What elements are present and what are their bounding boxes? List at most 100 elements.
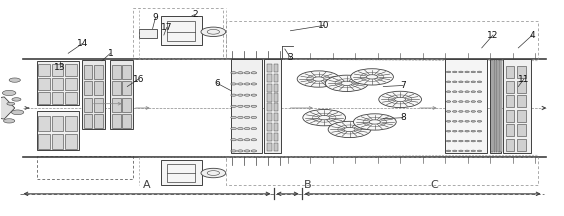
Bar [274, 93, 278, 102]
Bar [161, 16, 201, 45]
Bar [112, 98, 121, 112]
Circle shape [465, 130, 469, 132]
Circle shape [446, 140, 451, 142]
Circle shape [452, 111, 457, 112]
Bar [111, 60, 133, 129]
Circle shape [231, 150, 236, 152]
FancyArrowPatch shape [94, 102, 121, 105]
Bar [65, 116, 77, 131]
Circle shape [465, 101, 469, 102]
Bar [506, 81, 514, 92]
Circle shape [446, 111, 451, 112]
Text: 4: 4 [530, 30, 535, 40]
Bar [122, 81, 131, 95]
Bar [498, 60, 500, 152]
Circle shape [477, 140, 482, 142]
Circle shape [459, 101, 463, 102]
Circle shape [251, 116, 257, 119]
Circle shape [459, 130, 463, 132]
Text: 2: 2 [192, 10, 197, 19]
Bar [274, 64, 278, 72]
Text: C: C [430, 180, 438, 190]
Circle shape [446, 121, 451, 122]
Bar [226, 157, 538, 185]
Circle shape [477, 111, 482, 112]
Bar [517, 95, 526, 107]
Circle shape [477, 130, 482, 132]
Circle shape [244, 127, 250, 130]
Circle shape [465, 140, 469, 142]
Circle shape [459, 111, 463, 112]
Circle shape [471, 121, 475, 122]
Bar [65, 134, 77, 149]
Circle shape [354, 114, 396, 130]
Circle shape [9, 78, 20, 82]
Circle shape [452, 140, 457, 142]
Bar [133, 8, 223, 59]
Circle shape [244, 94, 250, 96]
Circle shape [471, 140, 475, 142]
Bar [274, 143, 278, 151]
Circle shape [325, 75, 368, 91]
Circle shape [251, 72, 257, 74]
Circle shape [452, 101, 457, 102]
Circle shape [244, 139, 250, 141]
Circle shape [244, 105, 250, 107]
Bar [231, 59, 262, 153]
Circle shape [303, 110, 346, 126]
Bar [94, 114, 103, 128]
Bar [38, 92, 50, 104]
Bar [517, 124, 526, 136]
Circle shape [251, 139, 257, 141]
Circle shape [452, 71, 457, 73]
Circle shape [251, 150, 257, 152]
Circle shape [231, 94, 236, 96]
Bar [517, 81, 526, 92]
Circle shape [237, 94, 243, 96]
Circle shape [244, 83, 250, 85]
Circle shape [452, 121, 457, 122]
Circle shape [465, 150, 469, 152]
Bar [500, 60, 502, 152]
Circle shape [471, 150, 475, 152]
Circle shape [12, 98, 21, 101]
Bar [506, 124, 514, 136]
Circle shape [231, 139, 236, 141]
Bar [267, 64, 272, 72]
Circle shape [237, 83, 243, 85]
Bar [267, 74, 272, 82]
Bar [161, 159, 201, 185]
Circle shape [477, 81, 482, 83]
Circle shape [477, 71, 482, 73]
Text: 16: 16 [133, 75, 144, 84]
Text: 3: 3 [288, 53, 293, 62]
Bar [267, 84, 272, 92]
Text: 1: 1 [108, 49, 113, 58]
Text: 12: 12 [487, 30, 499, 40]
Bar [52, 64, 63, 76]
Bar [267, 113, 272, 121]
Circle shape [446, 130, 451, 132]
Circle shape [231, 105, 236, 107]
Bar [122, 114, 131, 128]
Circle shape [446, 101, 451, 102]
Circle shape [201, 168, 226, 178]
Bar [274, 84, 278, 92]
Text: 17: 17 [161, 23, 173, 32]
Bar [38, 64, 50, 76]
Bar [274, 74, 278, 82]
Circle shape [11, 110, 24, 115]
Circle shape [459, 81, 463, 83]
Circle shape [446, 71, 451, 73]
Bar [84, 114, 92, 128]
Bar [494, 60, 495, 152]
Circle shape [452, 150, 457, 152]
Circle shape [237, 116, 243, 119]
Circle shape [452, 130, 457, 132]
Circle shape [237, 150, 243, 152]
Circle shape [471, 81, 475, 83]
Circle shape [465, 91, 469, 92]
Bar [112, 114, 121, 128]
Polygon shape [0, 97, 15, 119]
Bar [94, 98, 103, 112]
